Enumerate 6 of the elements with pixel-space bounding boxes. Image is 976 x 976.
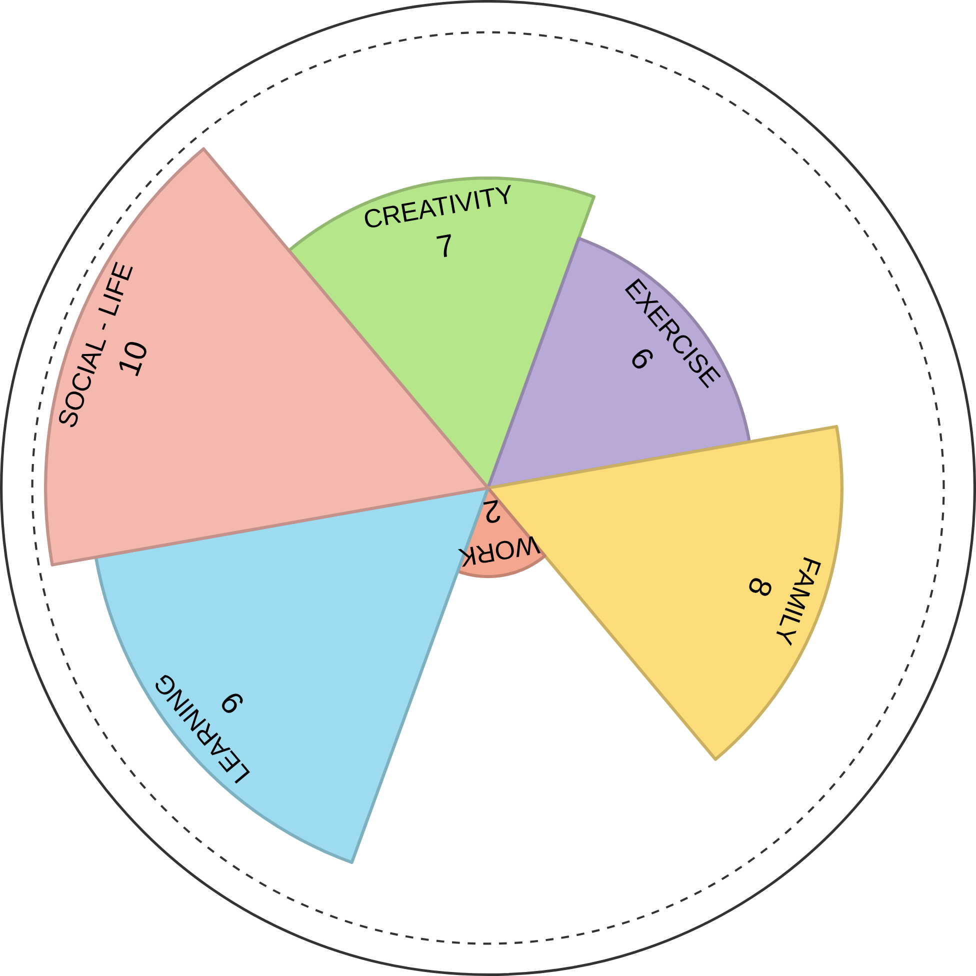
category-label: WORK (458, 536, 541, 567)
data-label: 8 (749, 578, 772, 596)
data-label: 7 (436, 234, 451, 258)
data-label: 2 (483, 500, 500, 523)
data-label: 10 (119, 342, 146, 376)
category-label: CREATIVITY (364, 184, 512, 228)
